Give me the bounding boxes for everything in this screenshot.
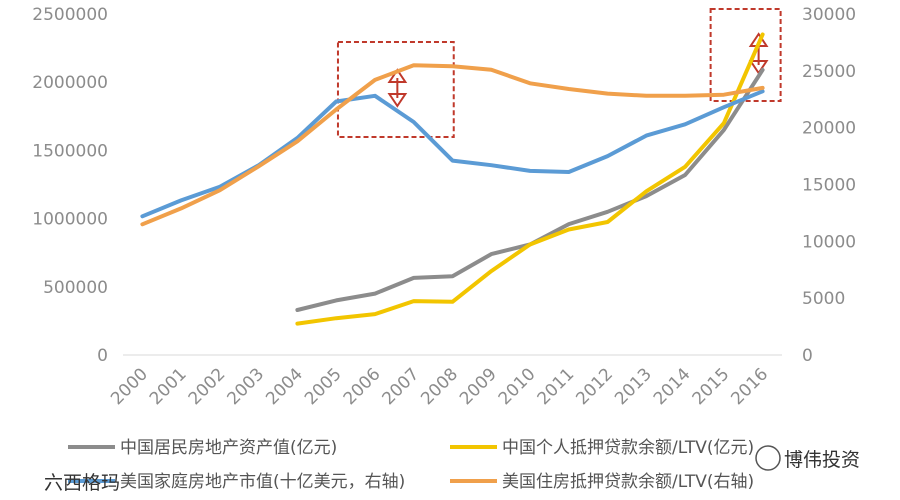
- right-tick-label: 15000: [802, 176, 856, 196]
- x-tick-label: 2008: [417, 364, 462, 409]
- x-tick-label: 2006: [340, 364, 385, 409]
- series-line-4: [140, 63, 765, 227]
- left-tick-label: 1500000: [32, 141, 108, 161]
- x-tick-label: 2010: [495, 364, 540, 409]
- x-tick-label: 2016: [727, 364, 772, 409]
- right-tick-label: 25000: [802, 62, 856, 82]
- watermark-right-text: 博伟投资: [784, 449, 860, 471]
- series-line-3: [140, 89, 765, 219]
- legend-label-3: 美国家庭房地产市值(十亿美元，右轴): [120, 472, 405, 492]
- right-tick-label: 30000: [802, 5, 856, 25]
- legend-label-2: 中国个人抵押贷款余额/LTV(亿元): [502, 438, 754, 458]
- x-tick-label: 2000: [107, 364, 152, 409]
- highlight-arrow-up-1: [387, 68, 408, 83]
- x-tick-label: 2015: [689, 364, 734, 409]
- watermark-left-text: 六西格玛: [44, 472, 120, 494]
- x-tick-label: 2014: [650, 364, 695, 409]
- highlight-box-1: [336, 41, 455, 138]
- x-tick-label: 2004: [262, 364, 307, 409]
- legend-label-1: 中国居民房地产资产值(亿元): [120, 438, 337, 458]
- series-line-2: [295, 32, 765, 326]
- highlight-arrow-down-1: [387, 93, 408, 108]
- x-tick-label: 2009: [456, 364, 501, 409]
- x-tick-label: 2012: [572, 364, 617, 409]
- left-tick-label: 500000: [43, 278, 108, 298]
- right-tick-label: 20000: [802, 119, 856, 139]
- left-tick-label: 1000000: [32, 210, 108, 230]
- x-tick-label: 2001: [146, 364, 191, 409]
- right-tick-label: 0: [802, 346, 813, 366]
- wechat-icon: [755, 445, 781, 471]
- right-tick-label: 5000: [802, 289, 845, 309]
- series-line-1: [295, 67, 765, 312]
- x-tick-label: 2011: [534, 364, 579, 409]
- legend-label-4: 美国住房抵押贷款余额/LTV(右轴): [502, 472, 754, 492]
- x-tick-label: 2013: [611, 364, 656, 409]
- x-tick-label: 2003: [223, 364, 268, 409]
- watermark: 六西格玛 博伟投资: [44, 445, 860, 494]
- left-tick-label: 0: [97, 346, 108, 366]
- right-tick-label: 10000: [802, 232, 856, 252]
- x-tick-label: 2005: [301, 364, 346, 409]
- highlight-box-2: [709, 8, 782, 102]
- x-tick-label: 2002: [185, 364, 230, 409]
- left-tick-label: 2500000: [32, 5, 108, 25]
- highlight-arrow-down-2: [748, 60, 769, 75]
- series-layer: [140, 32, 765, 326]
- legend: 中国居民房地产资产值(亿元) 中国个人抵押贷款余额/LTV(亿元) 美国家庭房地产市…: [68, 438, 754, 492]
- left-tick-label: 2000000: [32, 73, 108, 93]
- highlight-boxes: [336, 8, 782, 138]
- x-tick-label: 2007: [379, 364, 424, 409]
